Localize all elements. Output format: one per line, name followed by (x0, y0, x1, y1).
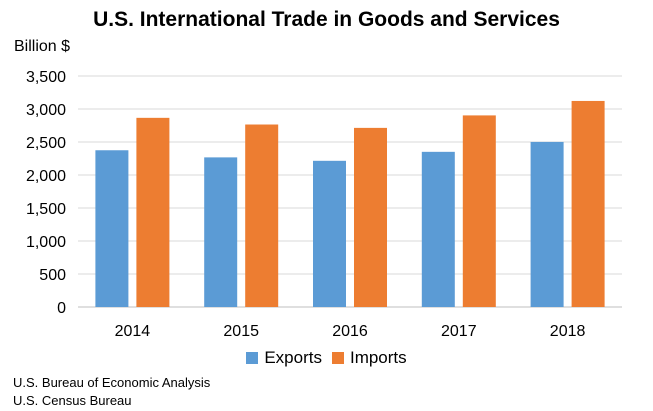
source-census: U.S. Census Bureau (13, 393, 132, 408)
bar-imports-2015 (245, 124, 279, 307)
bar-imports-2018 (571, 100, 605, 307)
bar-imports-2014 (136, 117, 170, 308)
y-tick-label: 3,000 (26, 102, 66, 119)
legend-label-exports: Exports (264, 348, 322, 367)
legend-label-imports: Imports (349, 348, 407, 367)
chart-title: U.S. International Trade in Goods and Se… (93, 8, 560, 31)
legend-swatch-imports (331, 352, 344, 364)
legend-item-exports: Exports (246, 348, 322, 368)
y-tick-label: 0 (57, 300, 66, 317)
y-tick-label: 3,500 (26, 69, 66, 86)
y-tick-label: 500 (39, 267, 66, 284)
legend: Exports Imports (0, 348, 653, 368)
bar-imports-2017 (462, 115, 496, 307)
y-tick-label: 2,500 (26, 135, 66, 152)
bar-exports-2018 (530, 141, 564, 307)
y-tick-label: 1,000 (26, 234, 66, 251)
legend-swatch-exports (246, 352, 259, 364)
y-tick-label: 2,000 (26, 168, 66, 185)
bar-exports-2017 (421, 151, 455, 307)
legend-item-imports: Imports (331, 348, 407, 368)
x-tick-label: 2017 (441, 323, 477, 340)
x-tick-label: 2014 (115, 323, 151, 340)
source-bea: U.S. Bureau of Economic Analysis (13, 375, 211, 390)
x-tick-label: 2016 (332, 323, 368, 340)
y-axis-label: Billion $ (14, 38, 71, 55)
y-tick-label: 1,500 (26, 201, 66, 218)
x-tick-label: 2018 (550, 323, 586, 340)
x-tick-label: 2015 (223, 323, 259, 340)
bar-exports-2015 (204, 157, 238, 307)
bar-exports-2016 (313, 160, 346, 307)
bar-imports-2016 (354, 127, 387, 307)
bar-exports-2014 (95, 150, 129, 307)
